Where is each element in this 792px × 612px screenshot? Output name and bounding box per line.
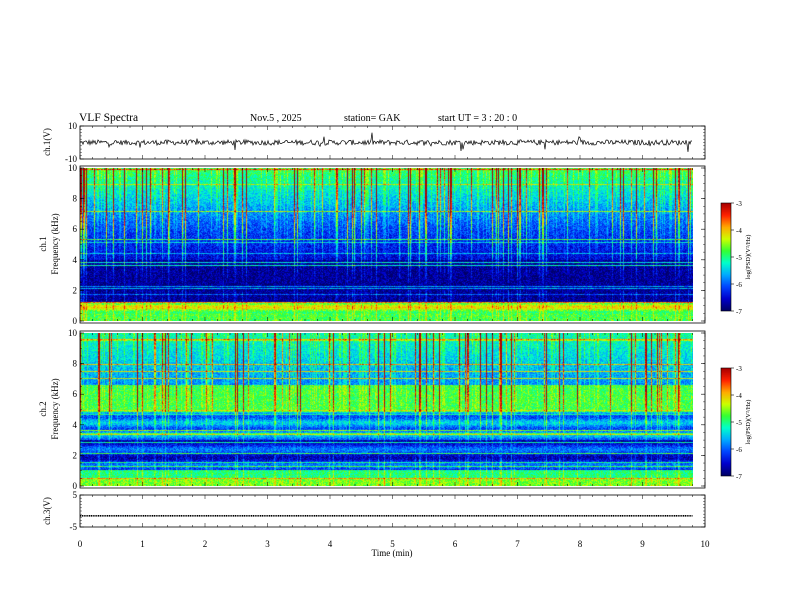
- ch1-waveform-trace: [79, 132, 692, 152]
- colorbar-tick-label: -6: [736, 281, 742, 289]
- ch1-colorbar-label: log(PSD)(V²/Hz): [745, 235, 752, 280]
- x-tick-label: 9: [640, 539, 645, 549]
- x-tick-label: 1: [140, 539, 145, 549]
- ch1-spectrogram-ytick-label: 6: [73, 224, 78, 234]
- ch1-colorbar-frame: [720, 202, 732, 312]
- x-tick-label: 10: [701, 539, 711, 549]
- date-label: Nov.5 , 2025: [250, 113, 302, 124]
- ch3-waveform-ytick-label: 5: [73, 490, 78, 500]
- ch1-waveform-ytick-label: -10: [65, 154, 77, 164]
- x-axis-label: Time (min): [372, 548, 413, 558]
- colorbar-tick-label: -5: [736, 419, 742, 427]
- ch2-spectrogram-ytick-label: 4: [73, 420, 78, 430]
- ch1-spectrogram-ylabel-channel: ch.1: [38, 236, 48, 251]
- colorbar-tick-label: -4: [736, 227, 742, 235]
- ch2-spectrogram-ytick-label: 0: [73, 481, 78, 491]
- ch1-spectrogram-frame: [79, 165, 706, 324]
- ch1-spectrogram-ylabel-freq: Frequency (kHz): [50, 213, 60, 274]
- x-tick-label: 6: [453, 539, 458, 549]
- colorbar-tick-label: -7: [736, 473, 742, 481]
- colorbar-tick-label: -3: [736, 200, 742, 208]
- x-tick-label: 4: [328, 539, 333, 549]
- ch2-spectrogram-frame: [79, 330, 706, 489]
- x-tick-label: 5: [390, 539, 395, 549]
- ch2-spectrogram-ylabel-channel: ch.2: [38, 401, 48, 416]
- ch1-spectrogram-ytick-label: 4: [73, 255, 78, 265]
- ch1-spectrogram-ytick-label: 0: [73, 316, 78, 326]
- x-tick-label: 0: [78, 539, 83, 549]
- ch1-spectrogram-image: [80, 168, 693, 321]
- chart-title: VLF Spectra: [79, 112, 139, 124]
- ch1-colorbar-image: [721, 203, 731, 311]
- ch2-colorbar-label: log(PSD)(V²/Hz): [745, 400, 752, 445]
- x-tick-label: 3: [265, 539, 270, 549]
- ch3-waveform-ytick-label: -5: [70, 522, 78, 532]
- ch1-spectrogram-ytick-label: 10: [68, 163, 78, 173]
- colorbar-tick-label: -7: [736, 308, 742, 316]
- colorbar-tick-label: -4: [736, 392, 742, 400]
- ch2-colorbar-image: [721, 368, 731, 476]
- ch1-spectrogram-ytick-label: 2: [73, 285, 78, 295]
- x-tick-label: 7: [515, 539, 520, 549]
- ch1-spectrogram-ytick-label: 8: [73, 194, 78, 204]
- ch2-spectrogram-image: [80, 333, 693, 486]
- station-label: station= GAK: [344, 113, 401, 124]
- colorbar-tick-label: -3: [736, 365, 742, 373]
- ch2-spectrogram-ytick-label: 10: [68, 328, 78, 338]
- ch1-waveform-ylabel: ch.1(V): [42, 128, 52, 156]
- x-tick-label: 2: [203, 539, 208, 549]
- ch3-waveform-ylabel: ch.3(V): [42, 497, 52, 525]
- start-time-label: start UT = 3 : 20 : 0: [438, 113, 518, 124]
- ch2-spectrogram-ytick-label: 2: [73, 450, 78, 460]
- ch2-spectrogram-ytick-label: 6: [73, 389, 78, 399]
- ch3-waveform-frame: [79, 494, 706, 528]
- x-tick-label: 8: [578, 539, 583, 549]
- colorbar-tick-label: -6: [736, 446, 742, 454]
- ch2-spectrogram-ytick-label: 8: [73, 359, 78, 369]
- ch1-waveform-ytick-label: 10: [68, 121, 78, 131]
- ch2-colorbar-frame: [720, 367, 732, 477]
- ch2-spectrogram-ylabel-freq: Frequency (kHz): [50, 378, 60, 439]
- colorbar-tick-label: -5: [736, 254, 742, 262]
